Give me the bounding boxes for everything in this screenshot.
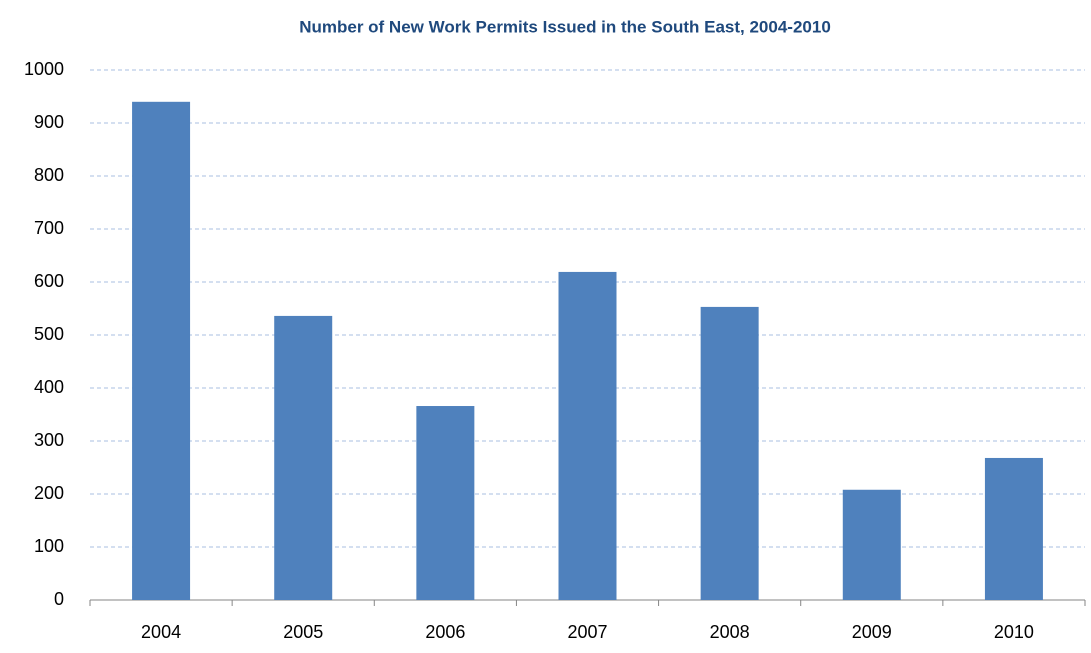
x-tick-label: 2008 (710, 622, 750, 642)
x-tick-label: 2007 (567, 622, 607, 642)
y-tick-label: 300 (34, 430, 64, 450)
y-tick-label: 0 (54, 589, 64, 609)
bar (558, 271, 617, 600)
y-tick-label: 1000 (24, 59, 64, 79)
x-tick-label: 2006 (425, 622, 465, 642)
y-tick-label: 700 (34, 218, 64, 238)
bar (274, 315, 333, 600)
x-tick-label: 2010 (994, 622, 1034, 642)
x-tick-label: 2004 (141, 622, 181, 642)
y-tick-label: 400 (34, 377, 64, 397)
y-tick-label: 600 (34, 271, 64, 291)
y-tick-label: 900 (34, 112, 64, 132)
y-tick-label: 100 (34, 536, 64, 556)
bar (700, 306, 759, 600)
chart-title: Number of New Work Permits Issued in the… (299, 17, 831, 36)
y-tick-label: 200 (34, 483, 64, 503)
x-tick-label: 2009 (852, 622, 892, 642)
bar (842, 489, 901, 600)
bar (416, 406, 475, 600)
y-tick-label: 800 (34, 165, 64, 185)
x-tick-label: 2005 (283, 622, 323, 642)
y-tick-label: 500 (34, 324, 64, 344)
bar (132, 101, 191, 601)
bar (984, 457, 1043, 600)
